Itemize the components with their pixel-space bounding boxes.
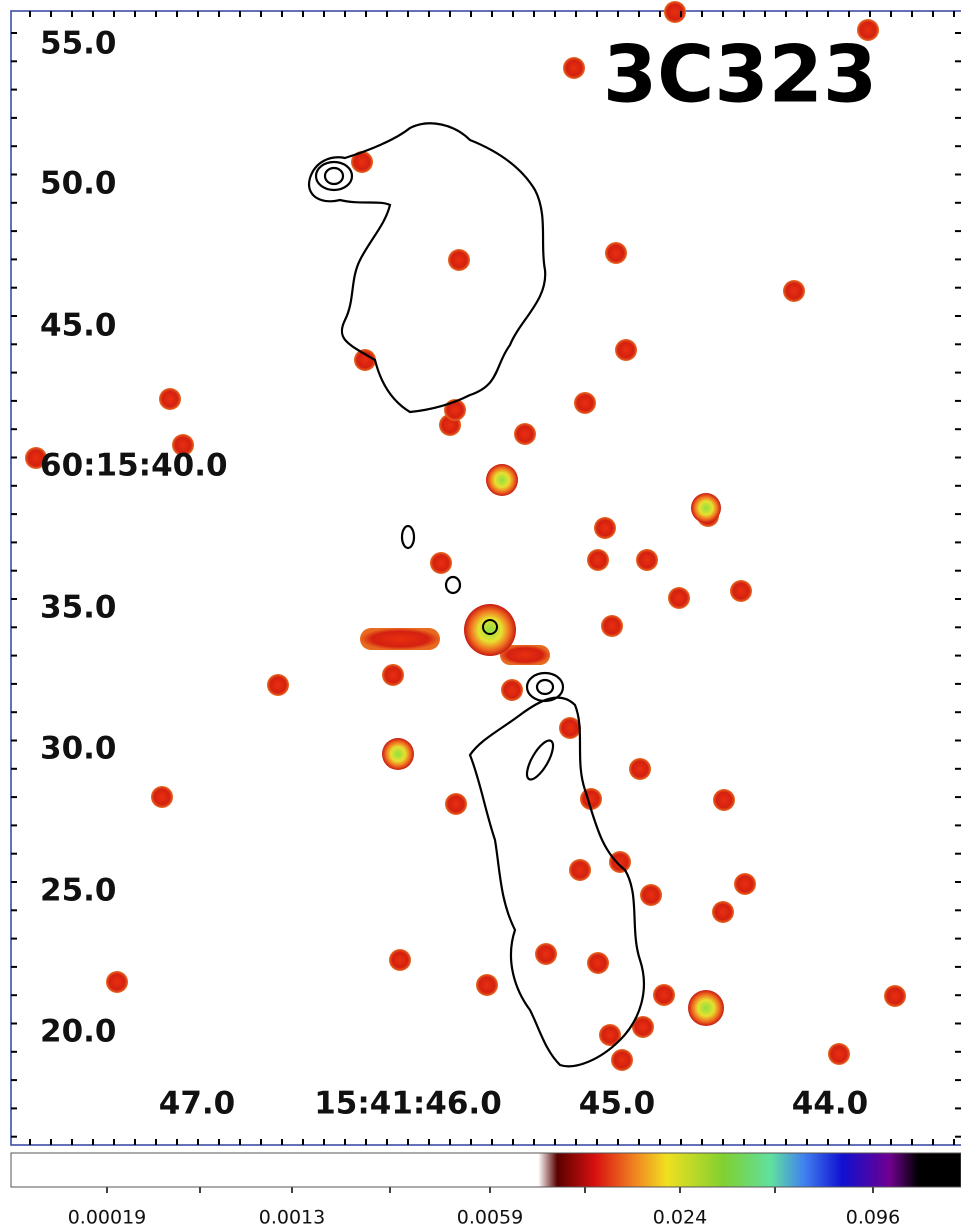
- colorbar: [10, 1152, 961, 1188]
- source: [664, 1, 686, 23]
- y-label: 45.0: [40, 308, 117, 344]
- source: [730, 580, 752, 602]
- contour: [314, 160, 354, 192]
- colorbar-label: 0.096: [846, 1207, 900, 1228]
- source: [668, 587, 690, 609]
- source: [172, 434, 194, 456]
- source: [587, 952, 609, 974]
- source: [486, 464, 518, 496]
- y-label: 50.0: [40, 166, 117, 202]
- source: [713, 789, 735, 811]
- source: [599, 1024, 621, 1046]
- source: [500, 645, 550, 665]
- source: [828, 1043, 850, 1065]
- y-label: 20.0: [40, 1014, 117, 1050]
- source: [151, 786, 173, 808]
- y-label: 35.0: [40, 590, 117, 626]
- source: [360, 628, 440, 650]
- title: 3C323: [603, 30, 877, 120]
- contour: [525, 739, 555, 781]
- source: [611, 1049, 633, 1071]
- source: [615, 339, 637, 361]
- y-label: 55.0: [40, 26, 117, 62]
- contour: [323, 166, 345, 186]
- source: [688, 990, 724, 1026]
- source: [535, 943, 557, 965]
- x-label: 47.0: [159, 1086, 236, 1122]
- contour: [525, 671, 565, 703]
- y-label: 25.0: [40, 873, 117, 909]
- source: [783, 280, 805, 302]
- source: [25, 447, 47, 469]
- source: [609, 851, 631, 873]
- colorbar-label: 0.024: [653, 1207, 707, 1228]
- source: [267, 674, 289, 696]
- sources: [25, 1, 906, 1071]
- colorbar-label: 0.0013: [259, 1207, 325, 1228]
- colorbar-label: 0.00019: [68, 1207, 147, 1228]
- y-label: 60:15:40.0: [40, 448, 228, 484]
- source: [514, 423, 536, 445]
- source: [574, 392, 596, 414]
- source: [464, 604, 516, 656]
- source: [884, 985, 906, 1007]
- y-label: 30.0: [40, 731, 117, 767]
- contour: [468, 696, 645, 1068]
- source: [587, 549, 609, 571]
- contour: [535, 678, 555, 696]
- source: [857, 19, 879, 41]
- source: [594, 517, 616, 539]
- source: [482, 619, 498, 635]
- source: [636, 549, 658, 571]
- source: [448, 249, 470, 271]
- source: [734, 873, 756, 895]
- source: [653, 984, 675, 1006]
- source: [476, 974, 498, 996]
- colorbar-label: 0.0059: [457, 1207, 523, 1228]
- source: [445, 793, 467, 815]
- source: [605, 242, 627, 264]
- source: [632, 1016, 654, 1038]
- source: [559, 717, 581, 739]
- contour: [444, 575, 462, 595]
- contour: [400, 524, 416, 550]
- source: [712, 901, 734, 923]
- source: [159, 388, 181, 410]
- source: [601, 615, 623, 637]
- source: [629, 758, 651, 780]
- source: [354, 349, 376, 371]
- source: [382, 664, 404, 686]
- source: [691, 493, 721, 523]
- source: [389, 949, 411, 971]
- source: [569, 859, 591, 881]
- contour: [307, 122, 547, 414]
- source: [430, 552, 452, 574]
- contours: [307, 122, 645, 1068]
- source: [106, 971, 128, 993]
- source: [382, 738, 414, 770]
- source: [351, 151, 373, 173]
- source: [501, 679, 523, 701]
- x-label: 45.0: [579, 1086, 656, 1122]
- ticks: [11, 11, 961, 1193]
- x-label: 44.0: [792, 1086, 869, 1122]
- source: [563, 57, 585, 79]
- x-label: 15:41:46.0: [314, 1086, 502, 1122]
- frame: [10, 10, 961, 1146]
- source: [640, 884, 662, 906]
